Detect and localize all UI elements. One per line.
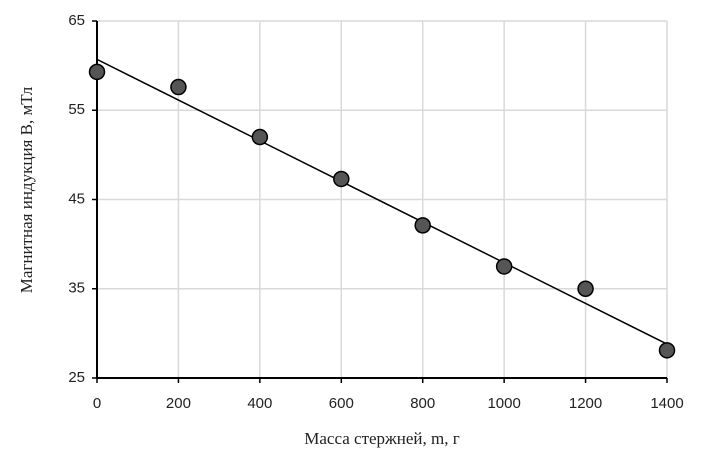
x-tick-label: 400: [247, 395, 272, 412]
x-tick-label: 200: [166, 395, 191, 412]
data-point: [577, 280, 594, 297]
y-tick-label: 55: [68, 101, 85, 118]
x-tick-label: 1000: [487, 395, 520, 412]
data-point: [251, 128, 269, 146]
data-point: [414, 217, 431, 234]
trendline: [96, 58, 668, 345]
y-tick-label: 25: [68, 369, 85, 386]
y-tick-label: 35: [68, 280, 85, 297]
data-point: [495, 258, 513, 275]
data-point: [88, 63, 106, 81]
x-tick-label: 600: [329, 395, 354, 412]
data-point: [170, 78, 187, 96]
x-tick-label: 0: [93, 395, 101, 412]
x-tick-label: 1400: [650, 395, 683, 412]
y-tick-label: 65: [68, 12, 85, 29]
x-axis-title: Масса стержней, m, г: [304, 429, 459, 448]
y-tick-label: 45: [68, 190, 85, 207]
y-axis-title: Магнитная индукция B, мТл: [17, 86, 36, 293]
data-point: [333, 170, 350, 188]
data-point: [658, 342, 676, 359]
x-tick-label: 1200: [569, 395, 602, 412]
x-tick-label: 800: [410, 395, 435, 412]
